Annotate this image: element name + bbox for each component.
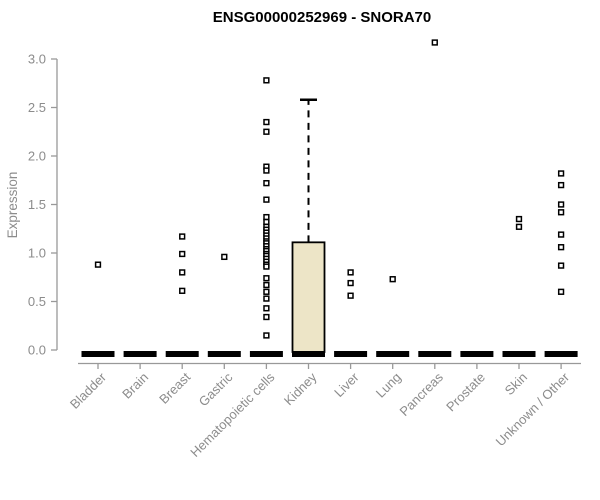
outlier-point bbox=[263, 288, 270, 295]
outlier-point bbox=[221, 253, 228, 261]
median-bar bbox=[544, 351, 578, 357]
median-bar bbox=[249, 351, 283, 357]
outlier-point bbox=[557, 231, 565, 238]
outlier-point bbox=[557, 209, 565, 216]
outlier-point bbox=[389, 276, 396, 283]
y-tick-label: 0.0 bbox=[28, 343, 46, 358]
x-tick-label: Skin bbox=[502, 370, 530, 398]
median-bar bbox=[292, 351, 325, 357]
outlier-point bbox=[179, 269, 186, 276]
outlier-point bbox=[347, 279, 354, 287]
x-tick-label: Bladder bbox=[67, 369, 110, 412]
median-bar bbox=[376, 351, 410, 357]
y-tick-label: 3.0 bbox=[28, 52, 46, 67]
outlier-point bbox=[263, 295, 270, 302]
outlier-point bbox=[347, 292, 354, 299]
outlier-point bbox=[263, 305, 270, 312]
median-bar bbox=[81, 351, 115, 357]
outlier-point bbox=[263, 332, 270, 339]
outlier-point bbox=[263, 218, 270, 226]
x-tick-label: Prostate bbox=[443, 370, 488, 415]
outlier-point bbox=[263, 196, 270, 203]
outlier-point bbox=[347, 269, 354, 276]
x-tick-label: Kidney bbox=[281, 369, 320, 408]
outlier-point bbox=[431, 39, 438, 46]
outlier-point bbox=[179, 287, 186, 294]
x-tick-label: Lung bbox=[373, 370, 404, 401]
y-tick-label: 1.0 bbox=[28, 246, 46, 261]
y-tick-label: 2.0 bbox=[28, 149, 46, 164]
x-tick-label: Pancreas bbox=[396, 369, 446, 419]
outlier-point bbox=[179, 233, 186, 240]
outlier-point bbox=[557, 262, 565, 269]
outlier-point bbox=[557, 201, 565, 208]
y-tick-label: 1.5 bbox=[28, 197, 46, 212]
median-bar bbox=[460, 351, 494, 357]
median-bar bbox=[207, 351, 241, 357]
x-tick-label: Breast bbox=[156, 369, 193, 406]
y-axis-label: Expression bbox=[5, 172, 20, 239]
median-bar bbox=[165, 351, 199, 357]
median-bar bbox=[418, 351, 452, 357]
box-marks bbox=[81, 39, 578, 357]
box bbox=[291, 241, 326, 353]
outlier-point bbox=[263, 167, 270, 174]
outlier-point bbox=[263, 180, 270, 187]
outlier-point bbox=[515, 215, 523, 223]
outlier-point bbox=[263, 118, 270, 126]
outlier-point bbox=[94, 261, 102, 268]
x-tick-label: Unknown / Other bbox=[493, 369, 573, 449]
x-tick-label: Liver bbox=[331, 369, 362, 400]
median-bar bbox=[334, 351, 368, 357]
outlier-point bbox=[263, 263, 270, 270]
x-tick-label: Gastric bbox=[196, 369, 236, 409]
outlier-point bbox=[557, 170, 565, 177]
outlier-point bbox=[263, 313, 270, 321]
outlier-point bbox=[179, 250, 186, 258]
outlier-point bbox=[263, 281, 270, 289]
median-bar bbox=[502, 351, 536, 357]
outlier-point bbox=[557, 181, 565, 189]
outlier-point bbox=[557, 244, 565, 251]
outlier-point bbox=[263, 77, 270, 84]
outlier-point bbox=[263, 128, 270, 135]
outlier-point bbox=[263, 275, 270, 282]
outlier-point bbox=[263, 213, 270, 221]
y-tick-label: 2.5 bbox=[28, 100, 46, 115]
x-tick-label: Brain bbox=[119, 370, 151, 402]
y-tick-label: 0.5 bbox=[28, 294, 46, 309]
chart-title: ENSG00000252969 - SNORA70 bbox=[213, 9, 431, 26]
median-bar bbox=[123, 351, 157, 357]
outlier-point bbox=[515, 223, 523, 230]
outlier-point bbox=[557, 288, 565, 295]
